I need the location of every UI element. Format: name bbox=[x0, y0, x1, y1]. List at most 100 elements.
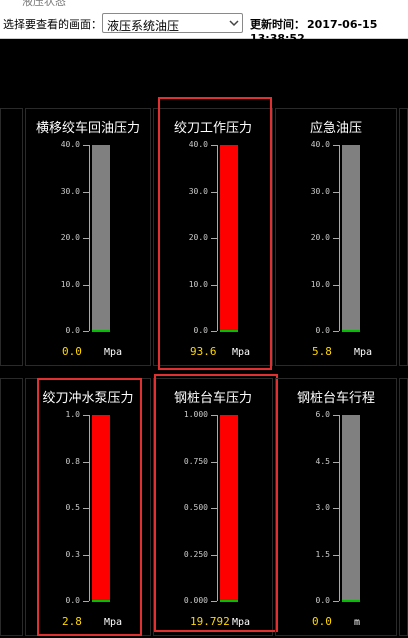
gauge-value: 93.6 bbox=[190, 345, 217, 358]
view-select-label: 选择要查看的画面： bbox=[3, 18, 102, 31]
gauge-value: 19.792 bbox=[190, 615, 230, 628]
window-title: 液压状态 bbox=[22, 0, 66, 8]
gauge-tick-mark bbox=[333, 601, 339, 602]
gauge-panel: 钢桩台车行程 6.0 4.5 3.0 1.5 0.0 0.0 m bbox=[275, 378, 397, 636]
gauge-tick-label: 10.0 bbox=[310, 279, 330, 289]
gauge-unit: Mpa bbox=[104, 347, 123, 358]
gauge-tick-label: 10.0 bbox=[60, 279, 80, 289]
gauge-tick-label: 0.750 bbox=[183, 456, 208, 466]
gauge-tick-label: 30.0 bbox=[310, 186, 330, 196]
gauge-tick-mark bbox=[211, 284, 217, 286]
gauge-value: 2.8 bbox=[62, 615, 82, 628]
gauge-tick-label: 0.5 bbox=[65, 503, 80, 512]
gauge-tick-mark bbox=[83, 461, 89, 463]
gauge-tick-mark bbox=[211, 238, 217, 239]
gauge-tick-mark bbox=[333, 145, 339, 146]
gauge-tick-mark bbox=[211, 191, 217, 193]
gauge-tick-mark bbox=[83, 415, 89, 416]
gauge-panel: 钢桩台车压力 1.000 0.750 0.500 0.250 0.000 19.792 Mpa bbox=[153, 378, 273, 636]
gauge-tick-mark bbox=[333, 238, 339, 239]
highlight-box bbox=[158, 97, 272, 370]
gauge-tick-mark bbox=[211, 331, 217, 332]
gauge-bar-track bbox=[342, 145, 360, 331]
gauge-unit: Mpa bbox=[232, 347, 251, 358]
gauge-value: 0.0 bbox=[312, 615, 332, 628]
gauge-axis bbox=[339, 145, 340, 331]
gauge-tick-mark bbox=[83, 508, 89, 509]
gauge-tick-mark bbox=[333, 191, 339, 193]
gauge-tick-label: 0.000 bbox=[183, 596, 208, 605]
gauge-value: 5.8 bbox=[312, 345, 332, 358]
gauge-panel-edge bbox=[399, 378, 408, 636]
gauge-tick-mark bbox=[211, 508, 217, 509]
view-select[interactable]: 液压系统油压 bbox=[102, 13, 243, 33]
gauge-tick-mark bbox=[83, 284, 89, 286]
gauge-tick-label: 40.0 bbox=[310, 140, 330, 149]
gauge-tick-label: 0.0 bbox=[315, 596, 330, 605]
gauge-title: 钢桩台车行程 bbox=[296, 391, 375, 406]
gauge-tick-mark bbox=[83, 145, 89, 146]
gauge-tick-label: 0.500 bbox=[183, 503, 208, 512]
gauge-panel-edge bbox=[0, 378, 23, 636]
gauge-axis bbox=[217, 145, 218, 331]
gauge-panel: 绞刀工作压力 40.0 30.0 20.0 10.0 0.0 93.6 Mpa bbox=[153, 108, 273, 366]
gauge-tick-mark bbox=[333, 461, 339, 463]
gauge-tick-label: 0.0 bbox=[65, 596, 80, 605]
gauge-tick-label: 20.0 bbox=[188, 233, 208, 242]
gauge-axis bbox=[89, 145, 90, 331]
update-time-value: 2017-06-15 13:38:52 bbox=[250, 18, 378, 45]
gauge-panel: 绞刀冲水泵压力 1.0 0.8 0.5 0.3 0.0 2.8 Mpa bbox=[25, 378, 151, 636]
gauge-title: 横移绞车回油压力 bbox=[35, 121, 140, 136]
gauge-bar-fill bbox=[220, 145, 238, 331]
gauge-tick-label: 20.0 bbox=[60, 233, 80, 242]
gauge-tick-mark bbox=[333, 554, 339, 556]
gauge-baseline bbox=[92, 330, 110, 332]
gauge-axis bbox=[339, 415, 340, 601]
window-title-strip: 液压状态 bbox=[0, 0, 408, 8]
gauge-tick-label: 0.3 bbox=[65, 549, 80, 559]
gauge-unit: m bbox=[354, 617, 361, 628]
gauge-title: 绞刀冲水泵压力 bbox=[42, 391, 134, 406]
gauge-bar-fill bbox=[92, 415, 110, 601]
gauge-tick-label: 0.0 bbox=[65, 326, 80, 335]
gauge-tick-mark bbox=[333, 508, 339, 509]
toolbar: 选择要查看的画面： 液压系统油压 更新时间： 2017-06-15 13:38:5… bbox=[0, 8, 408, 45]
gauge-tick-label: 1.5 bbox=[315, 549, 330, 559]
highlight-box bbox=[154, 374, 278, 632]
gauge-tick-mark bbox=[83, 331, 89, 332]
gauge-tick-label: 30.0 bbox=[60, 186, 80, 196]
gauge-tick-mark bbox=[333, 331, 339, 332]
gauge-bar-track bbox=[342, 415, 360, 601]
gauge-tick-label: 6.0 bbox=[315, 410, 330, 419]
gauge-tick-label: 3.0 bbox=[315, 503, 330, 512]
gauge-axis bbox=[217, 415, 218, 601]
gauge-tick-label: 4.5 bbox=[315, 456, 330, 466]
update-time-label: 更新时间： bbox=[250, 18, 305, 31]
update-time: 更新时间： 2017-06-15 13:38:52 bbox=[250, 16, 408, 45]
gauge-unit: Mpa bbox=[232, 617, 251, 628]
gauge-panel-edge bbox=[0, 108, 23, 366]
gauge-tick-mark bbox=[83, 238, 89, 239]
chevron-down-icon bbox=[229, 20, 239, 27]
gauge-tick-label: 0.0 bbox=[193, 326, 208, 335]
gauge-panel-edge bbox=[399, 108, 408, 366]
gauge-tick-label: 40.0 bbox=[188, 140, 208, 149]
gauge-tick-mark bbox=[211, 601, 217, 602]
gauge-tick-label: 0.250 bbox=[183, 549, 208, 559]
gauge-title: 钢桩台车压力 bbox=[173, 391, 252, 406]
gauge-tick-label: 20.0 bbox=[310, 233, 330, 242]
gauge-tick-mark bbox=[83, 601, 89, 602]
gauge-baseline bbox=[220, 600, 238, 602]
gauge-bar-fill bbox=[220, 415, 238, 601]
gauge-value: 0.0 bbox=[62, 345, 82, 358]
gauge-baseline bbox=[92, 600, 110, 602]
gauge-title: 应急油压 bbox=[309, 121, 362, 136]
gauge-tick-label: 1.0 bbox=[65, 410, 80, 419]
gauge-tick-label: 40.0 bbox=[60, 140, 80, 149]
gauge-baseline bbox=[342, 330, 360, 332]
gauge-tick-mark bbox=[211, 415, 217, 416]
gauge-tick-mark bbox=[83, 191, 89, 193]
gauge-tick-mark bbox=[211, 145, 217, 146]
gauge-tick-mark bbox=[211, 554, 217, 556]
gauge-title: 绞刀工作压力 bbox=[173, 121, 252, 136]
